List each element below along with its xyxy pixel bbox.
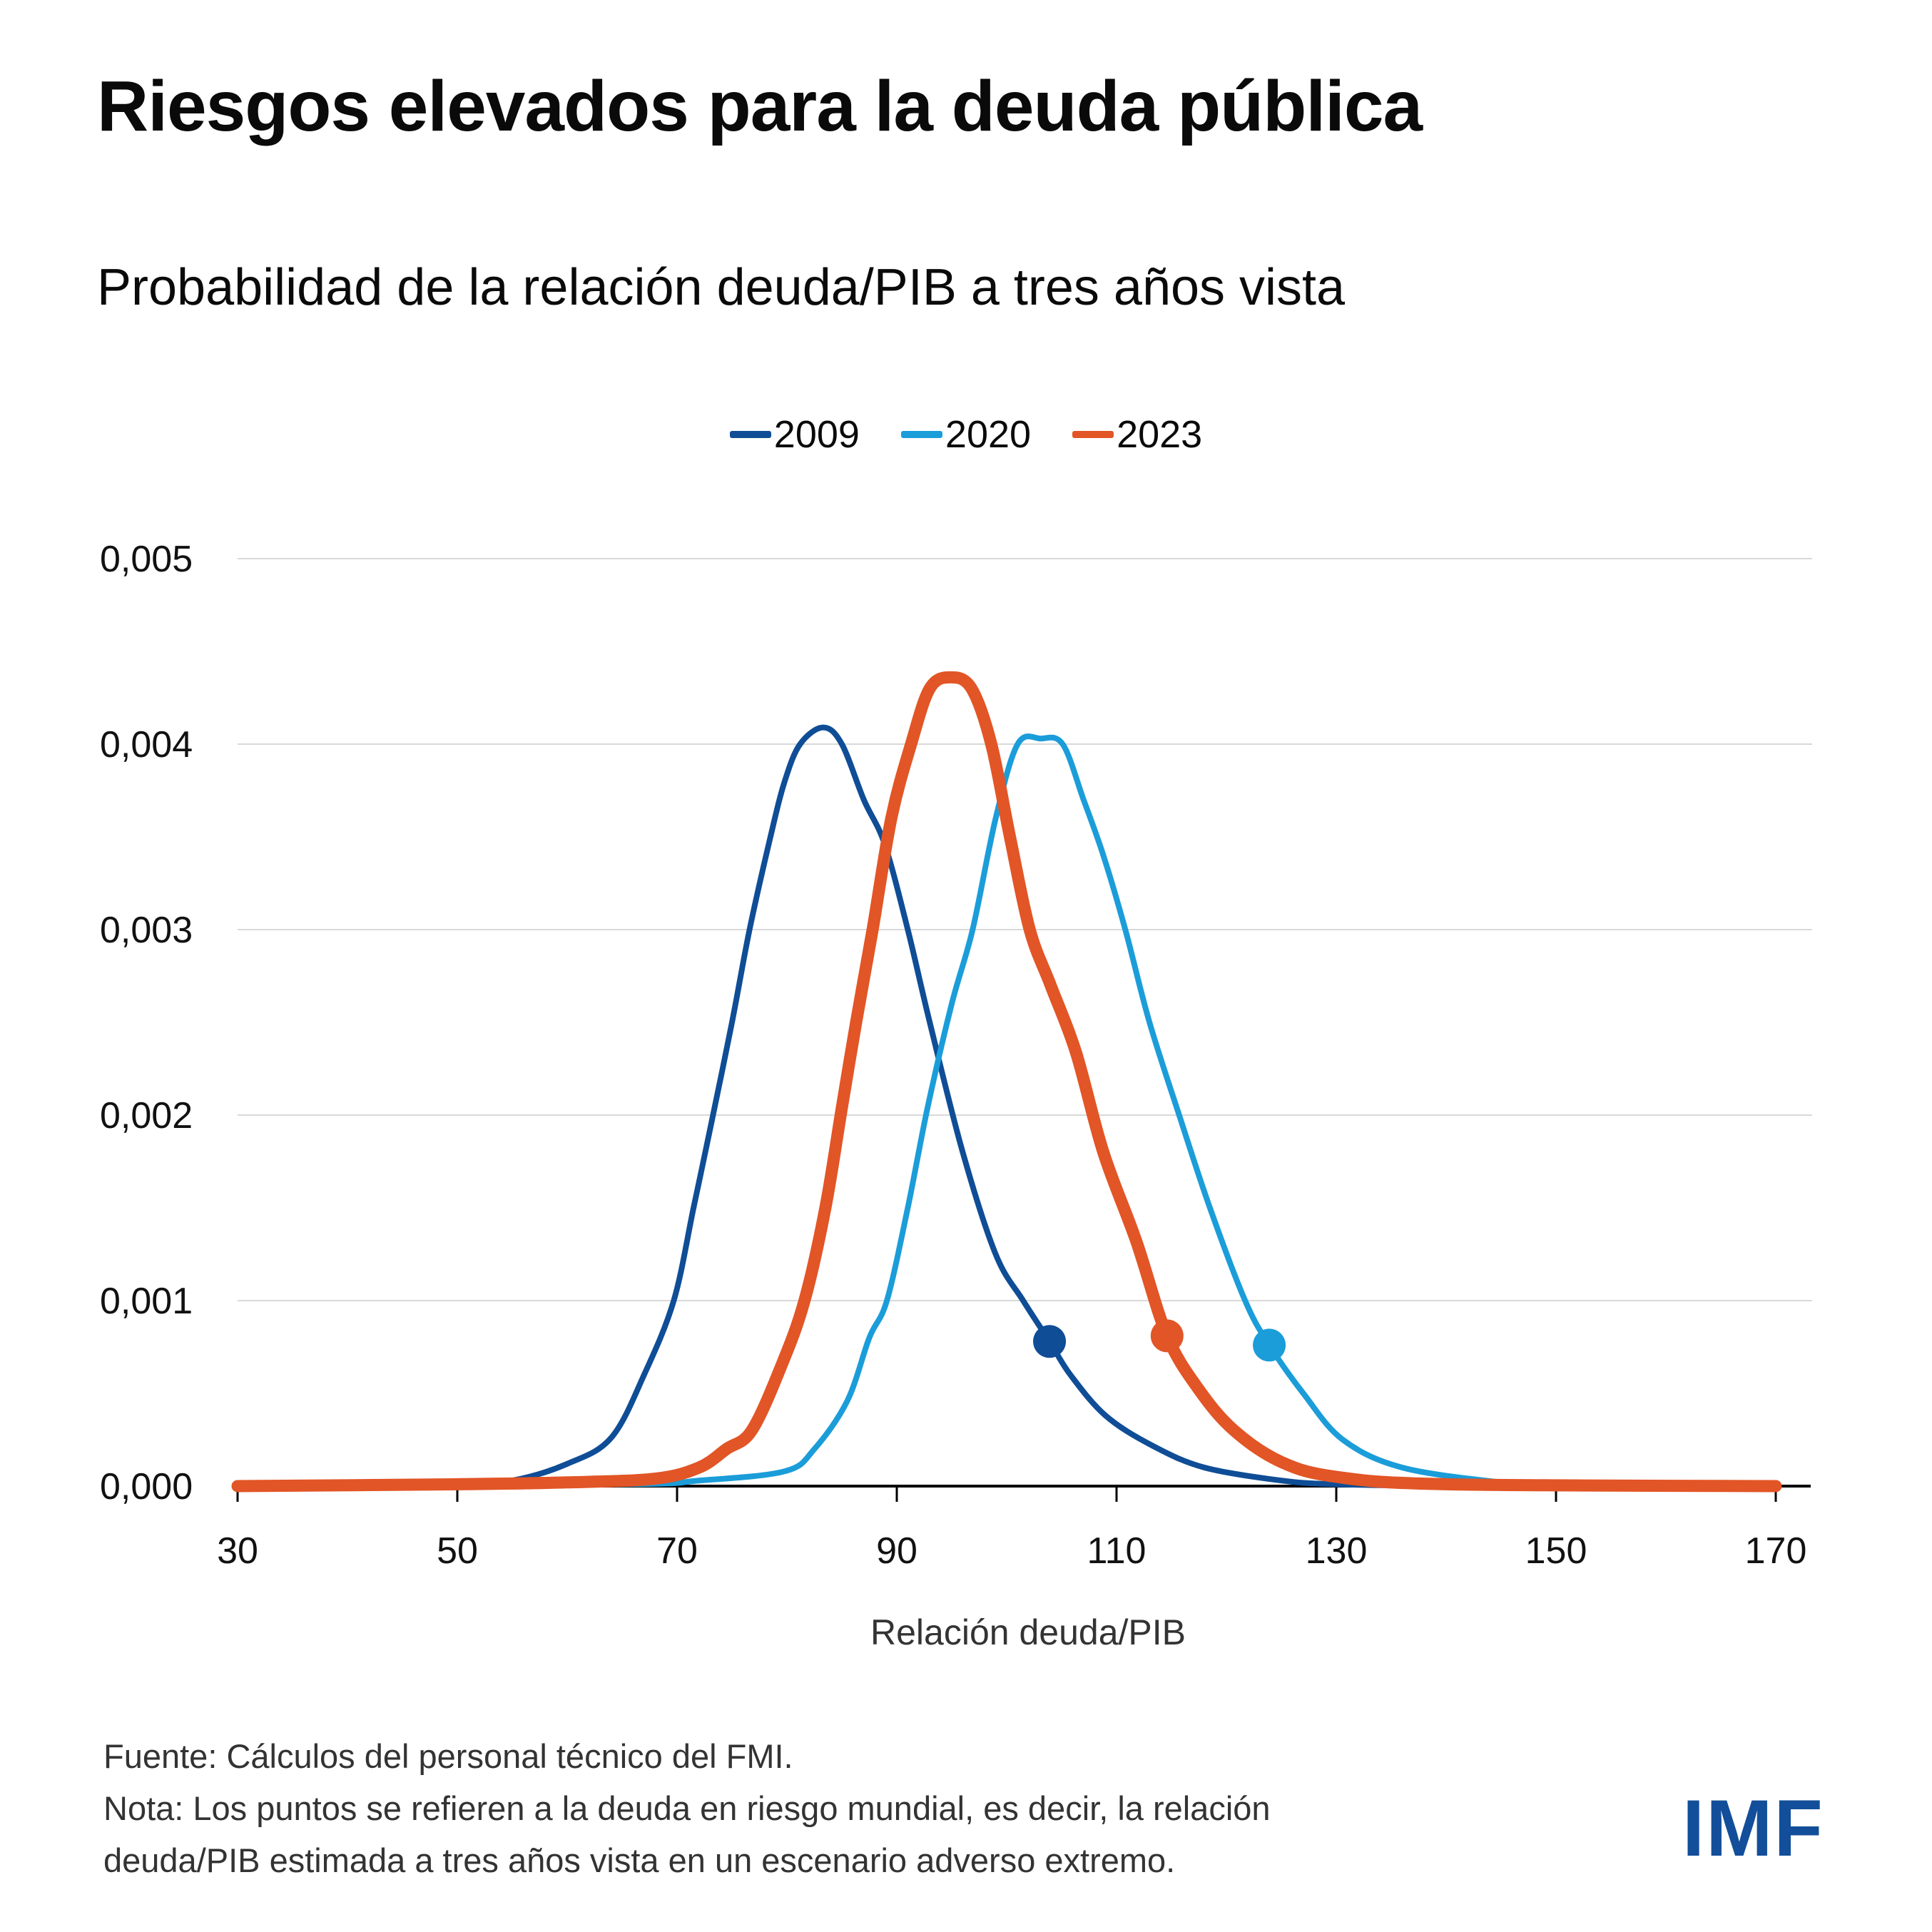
x-tick-label: 110	[1087, 1530, 1147, 1572]
series-lines	[231, 671, 1782, 1493]
series-line-2009	[235, 724, 1449, 1489]
x-tick-label: 150	[1525, 1530, 1587, 1572]
x-axis-title: Relación deuda/PIB	[870, 1612, 1186, 1652]
y-tick-label: 0,005	[100, 539, 193, 580]
x-tick-label: 50	[437, 1530, 478, 1572]
series-line-2023	[231, 671, 1782, 1493]
debt-at-risk-marker-2020	[1253, 1328, 1286, 1362]
y-tick-label: 0,001	[100, 1281, 193, 1322]
debt-at-risk-marker-2023	[1150, 1319, 1184, 1353]
y-tick-label: 0,004	[100, 724, 193, 766]
note-line-1: Nota: Los puntos se refieren a la deuda …	[103, 1789, 1271, 1827]
y-axis-ticks: 0,000 0,001 0,002 0,003 0,004 0,005	[100, 539, 193, 1508]
chart-subtitle: Probabilidad de la relación deuda/PIB a …	[97, 259, 1346, 316]
legend-label-2009: 2009	[773, 413, 860, 456]
debt-at-risk-marker-2009	[1033, 1325, 1067, 1358]
legend: 2009 2020 2023	[0, 412, 1932, 457]
legend-swatch-2020	[900, 431, 942, 438]
y-tick-label: 0,003	[100, 910, 193, 951]
imf-logo: IMF	[1682, 1784, 1824, 1873]
series-line-2020	[235, 733, 1779, 1489]
legend-swatch-2023	[1072, 431, 1114, 438]
note-line-2: deuda/PIB estimada a tres años vista en …	[103, 1841, 1176, 1879]
legend-label-2020: 2020	[945, 413, 1032, 456]
source-note: Fuente: Cálculos del personal técnico de…	[103, 1737, 793, 1775]
footer-notes: Fuente: Cálculos del personal técnico de…	[103, 1730, 1271, 1886]
legend-swatch-2009	[729, 431, 771, 438]
chart-title: Riesgos elevados para la deuda pública	[97, 66, 1423, 146]
y-tick-label: 0,002	[100, 1095, 193, 1137]
legend-label-2023: 2023	[1117, 413, 1203, 456]
y-tick-label: 0,000	[100, 1466, 193, 1508]
legend-item-2020: 2020	[900, 412, 1032, 457]
x-axis-ticks: 30 50 70 90 110 130 150 170	[217, 1486, 1806, 1572]
x-tick-label: 130	[1306, 1530, 1368, 1572]
legend-item-2023: 2023	[1072, 412, 1202, 457]
x-tick-label: 70	[656, 1530, 698, 1572]
x-tick-label: 170	[1745, 1530, 1807, 1572]
x-tick-label: 90	[876, 1530, 917, 1572]
x-tick-label: 30	[217, 1530, 258, 1572]
legend-item-2009: 2009	[729, 412, 860, 457]
debt-at-risk-markers	[1033, 1319, 1286, 1362]
